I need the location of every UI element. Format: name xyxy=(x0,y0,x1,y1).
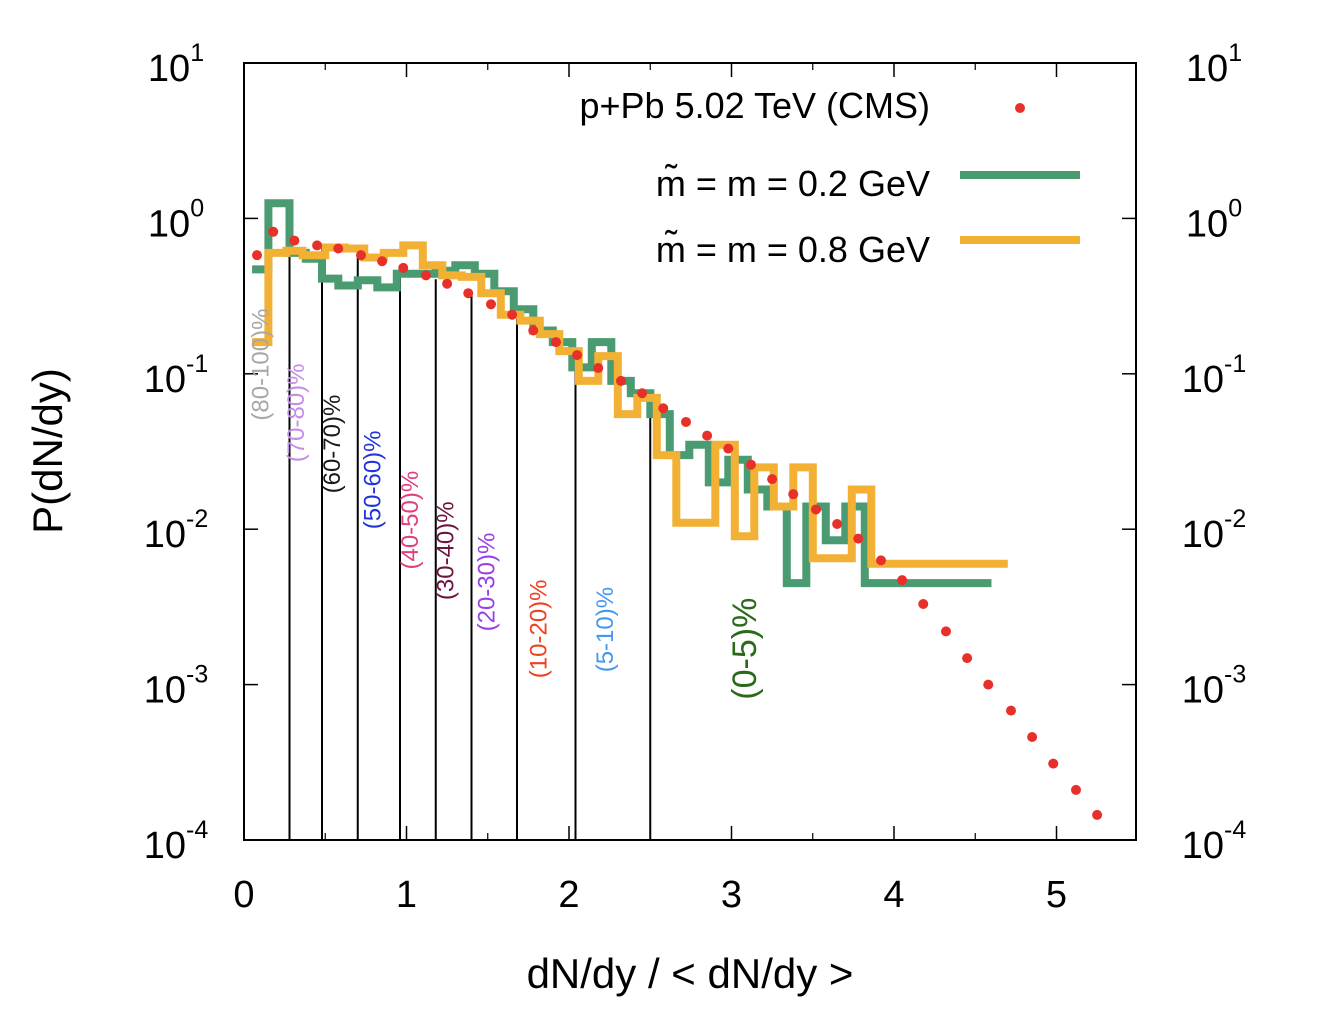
centrality-boundaries xyxy=(288,238,652,840)
legend: p+Pb 5.02 TeV (CMS) m̃ = m = 0.2 GeV m̃ … xyxy=(579,85,1080,270)
cms-point xyxy=(421,270,431,281)
x-tick-label: 5 xyxy=(1046,874,1067,916)
y-tick-label-left: 10-1 xyxy=(144,350,209,401)
data-series xyxy=(252,199,1103,820)
x-tick-label: 3 xyxy=(721,874,742,916)
y-tick-label-left: 101 xyxy=(148,39,204,90)
centrality-label: (40-50)% xyxy=(397,471,424,570)
legend-label-green: m̃ = m = 0.2 GeV xyxy=(656,163,930,204)
legend-label-cms: p+Pb 5.02 TeV (CMS) xyxy=(579,85,930,126)
cms-point xyxy=(962,653,973,664)
cms-point xyxy=(983,679,994,690)
centrality-label: (70-80)% xyxy=(283,363,310,462)
centrality-labels: (80-100)% (70-80)% (60-70)% (50-60)% (40-50)… xyxy=(247,309,764,700)
centrality-label: (60-70)% xyxy=(319,395,346,494)
cms-point xyxy=(616,375,626,386)
cms-point xyxy=(897,575,908,586)
cms-point xyxy=(658,403,669,414)
cms-point xyxy=(356,250,366,261)
cms-point xyxy=(941,626,951,637)
centrality-label: (0-5)% xyxy=(726,598,764,700)
y-tick-label-left: 10-2 xyxy=(144,505,209,556)
y-tick-label-left: 10-4 xyxy=(144,816,209,867)
cms-point xyxy=(1071,784,1081,795)
cms-point xyxy=(746,459,756,470)
centrality-label: (80-100)% xyxy=(247,309,274,421)
cms-point xyxy=(268,226,279,237)
cms-point xyxy=(1006,705,1016,716)
x-tick-label: 2 xyxy=(558,874,579,916)
cms-point xyxy=(876,555,886,566)
cms-point xyxy=(289,235,300,246)
cms-point xyxy=(723,443,734,454)
cms-point xyxy=(486,299,496,310)
cms-point xyxy=(398,262,409,273)
centrality-label: (5-10)% xyxy=(592,587,619,672)
cms-point xyxy=(767,474,778,485)
cms-point xyxy=(312,240,323,251)
cms-point xyxy=(572,350,583,361)
y-tick-label-right: 10-1 xyxy=(1182,350,1247,401)
y-tick-label-right: 101 xyxy=(1186,39,1242,90)
x-tick-label: 0 xyxy=(233,874,254,916)
cms-point xyxy=(507,309,518,320)
cms-point xyxy=(551,337,561,348)
cms-point xyxy=(333,243,344,254)
y-tick-label-left: 100 xyxy=(148,194,204,245)
cms-point xyxy=(853,533,864,544)
cms-point xyxy=(377,256,388,267)
cms-point xyxy=(832,519,843,530)
cms-point xyxy=(252,250,262,261)
cms-point xyxy=(593,362,604,373)
y-tick-label-left: 10-3 xyxy=(144,661,209,712)
cms-point xyxy=(811,504,821,515)
plot-frame xyxy=(243,62,1137,841)
x-axis-label: dN/dy / < dN/dy > xyxy=(527,950,854,997)
y-tick-label-right: 10-4 xyxy=(1182,816,1247,867)
x-tick-label: 4 xyxy=(883,874,904,916)
cms-point xyxy=(1027,732,1038,743)
cms-point xyxy=(702,430,713,441)
legend-cms-dot xyxy=(1015,103,1025,113)
cms-point xyxy=(1092,809,1103,820)
cms-point xyxy=(463,288,474,299)
centrality-label: (20-30)% xyxy=(473,533,500,632)
cms-point xyxy=(918,599,929,610)
centrality-label: (10-20)% xyxy=(525,579,552,678)
legend-marker-cms xyxy=(1015,103,1025,113)
cms-point xyxy=(442,278,453,289)
y-tick-label-right: 100 xyxy=(1186,194,1242,245)
y-tick-label-right: 10-2 xyxy=(1182,505,1247,556)
axis-tick-labels: 0 1 2 3 4 5 10-4 10-4 10-3 10-3 10-2 10-2 10-1 10-1 10… xyxy=(144,39,1247,916)
y-axis-label: P(dN/dy) xyxy=(24,368,71,534)
cms-point xyxy=(681,416,691,427)
centrality-label: (50-60)% xyxy=(360,430,387,529)
centrality-label: (30-40)% xyxy=(433,501,460,600)
cms-point xyxy=(788,489,799,500)
x-tick-label: 1 xyxy=(396,874,417,916)
y-tick-label-right: 10-3 xyxy=(1182,661,1247,712)
cms-point xyxy=(1048,758,1059,769)
legend-label-orange: m̃ = m = 0.8 GeV xyxy=(656,229,930,270)
cms-point xyxy=(528,325,539,336)
cms-point xyxy=(637,388,648,399)
